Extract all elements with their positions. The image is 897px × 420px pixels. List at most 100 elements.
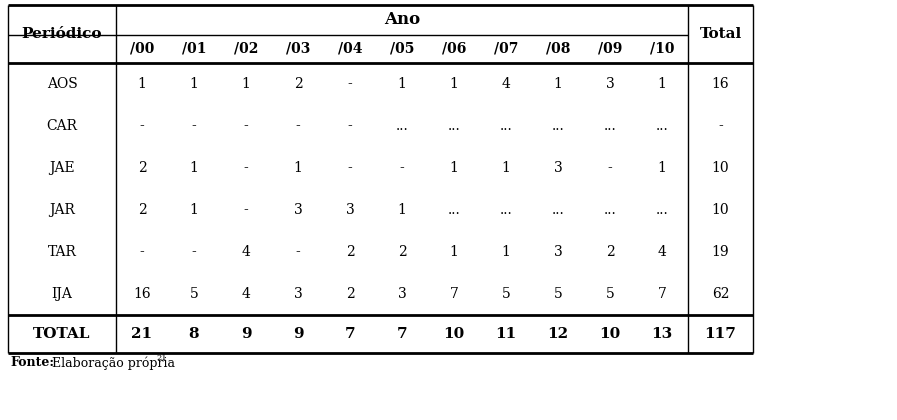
Text: 1: 1 [553,77,562,91]
Text: 10: 10 [711,161,729,175]
Text: 1: 1 [449,161,458,175]
Text: /10: /10 [649,42,675,56]
Text: 9: 9 [240,327,251,341]
Text: 3: 3 [397,287,406,301]
Text: /08: /08 [545,42,570,56]
Text: 21: 21 [156,354,167,362]
Text: 7: 7 [396,327,407,341]
Text: -: - [192,119,196,133]
Text: -: - [296,245,300,259]
Text: Total: Total [700,27,742,41]
Text: -: - [244,161,248,175]
Text: 2: 2 [137,203,146,217]
Text: -: - [607,161,613,175]
Text: 4: 4 [241,287,250,301]
Text: 7: 7 [449,287,458,301]
Text: 5: 5 [501,287,510,301]
Text: 1: 1 [189,77,198,91]
Text: -: - [192,245,196,259]
Text: 1: 1 [397,77,406,91]
Text: 1: 1 [241,77,250,91]
Text: 5: 5 [605,287,614,301]
Text: /02: /02 [234,42,258,56]
Text: 21: 21 [132,327,152,341]
Text: 10: 10 [599,327,621,341]
Text: -: - [718,119,723,133]
Text: ...: ... [396,119,408,133]
Text: 13: 13 [651,327,673,341]
Text: 9: 9 [292,327,303,341]
Text: ...: ... [656,203,668,217]
Text: ...: ... [656,119,668,133]
Text: ...: ... [552,203,564,217]
Text: -: - [348,119,353,133]
Text: /01: /01 [182,42,206,56]
Text: /07: /07 [494,42,518,56]
Text: -: - [244,203,248,217]
Text: 3: 3 [553,245,562,259]
Text: 10: 10 [443,327,465,341]
Text: 1: 1 [293,161,302,175]
Text: AOS: AOS [47,77,77,91]
Text: 1: 1 [658,77,666,91]
Text: 16: 16 [711,77,729,91]
Text: -: - [296,119,300,133]
Text: 2: 2 [345,287,354,301]
Text: 2: 2 [397,245,406,259]
Text: 11: 11 [495,327,517,341]
Text: 8: 8 [188,327,199,341]
Text: Ano: Ano [384,11,420,29]
Text: 5: 5 [189,287,198,301]
Text: /09: /09 [597,42,623,56]
Text: JAR: JAR [49,203,75,217]
Text: 4: 4 [658,245,666,259]
Text: 3: 3 [605,77,614,91]
Text: ...: ... [500,203,512,217]
Text: 5: 5 [553,287,562,301]
Text: 1: 1 [658,161,666,175]
Text: 1: 1 [137,77,146,91]
Text: IJA: IJA [51,287,73,301]
Text: CAR: CAR [47,119,77,133]
Text: TOTAL: TOTAL [33,327,91,341]
Text: /00: /00 [130,42,154,56]
Text: 1: 1 [449,245,458,259]
Text: 3: 3 [293,203,302,217]
Text: 16: 16 [133,287,151,301]
Text: 2: 2 [345,245,354,259]
Text: 4: 4 [501,77,510,91]
Text: 1: 1 [189,161,198,175]
Text: ...: ... [552,119,564,133]
Text: Periódico: Periódico [22,27,102,41]
Text: 1: 1 [501,161,510,175]
Text: ...: ... [604,203,616,217]
Text: 10: 10 [711,203,729,217]
Text: 1: 1 [449,77,458,91]
Text: Fonte:: Fonte: [10,357,54,370]
Text: ...: ... [448,203,460,217]
Text: TAR: TAR [48,245,76,259]
Text: /06: /06 [442,42,466,56]
Text: 1: 1 [397,203,406,217]
Text: 2: 2 [137,161,146,175]
Text: 7: 7 [344,327,355,341]
Text: 62: 62 [711,287,729,301]
Text: 2: 2 [605,245,614,259]
Text: 19: 19 [711,245,729,259]
Text: 12: 12 [547,327,569,341]
Text: JAE: JAE [49,161,74,175]
Text: 1: 1 [501,245,510,259]
Text: ...: ... [604,119,616,133]
Text: /05: /05 [390,42,414,56]
Text: Elaboração própria: Elaboração própria [48,356,175,370]
Text: 1: 1 [189,203,198,217]
Text: 2: 2 [293,77,302,91]
Text: -: - [140,119,144,133]
Text: 117: 117 [704,327,736,341]
Text: /04: /04 [338,42,362,56]
Text: 4: 4 [241,245,250,259]
Text: ...: ... [500,119,512,133]
Text: -: - [400,161,405,175]
Text: 3: 3 [293,287,302,301]
Text: 3: 3 [345,203,354,217]
